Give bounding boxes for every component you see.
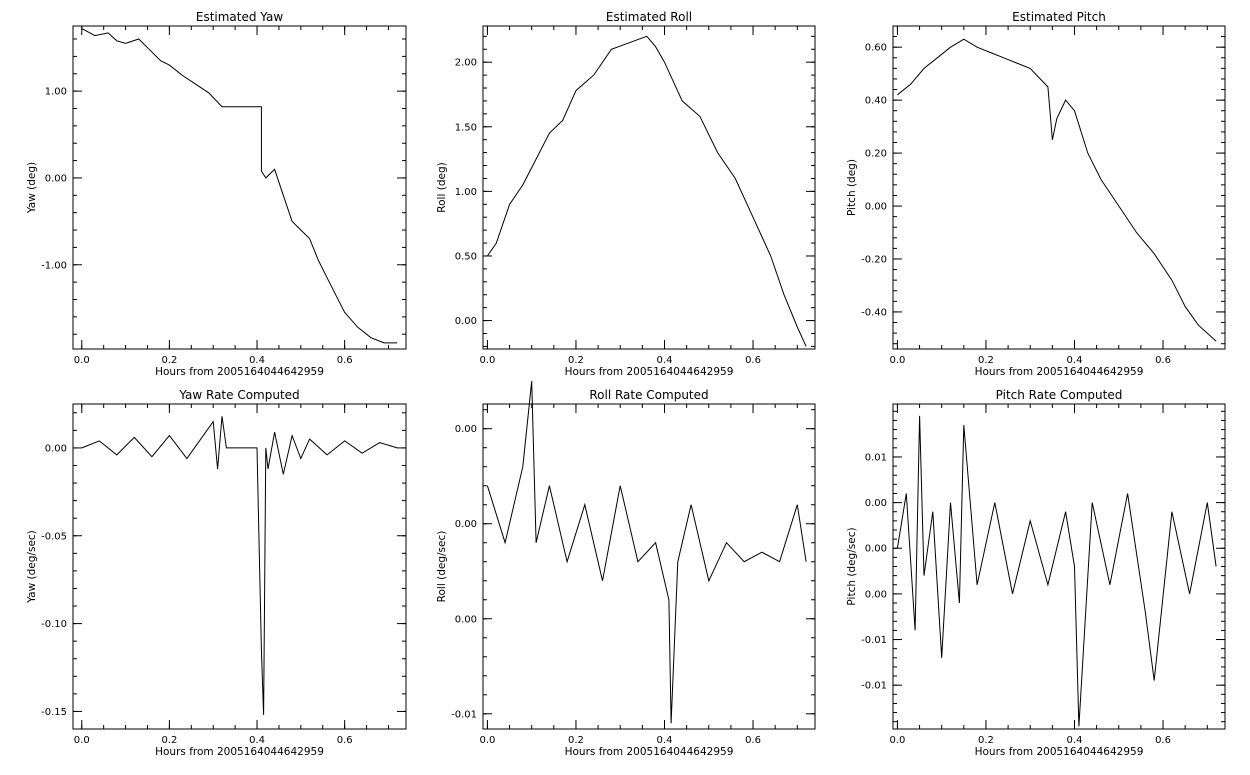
series-line <box>81 28 398 344</box>
y-tick-label: 0.00 <box>865 544 887 555</box>
y-tick-label: -0.05 <box>41 531 67 542</box>
y-tick-label: 0.00 <box>455 519 477 530</box>
chart-title: Pitch Rate Computed <box>996 388 1123 402</box>
x-tick-label: 0.0 <box>889 355 905 366</box>
y-axis-label: Pitch (deg/sec) <box>846 527 858 605</box>
y-tick-label: -0.40 <box>861 307 887 318</box>
y-tick-label: 0.20 <box>865 149 887 160</box>
chart-title: Yaw Rate Computed <box>178 388 299 402</box>
y-tick-label: -0.20 <box>861 254 887 265</box>
x-tick-label: 0.2 <box>568 355 584 366</box>
y-tick-label: 1.50 <box>455 122 477 133</box>
y-tick-label: 1.00 <box>455 187 477 198</box>
plot-frame <box>72 25 407 350</box>
plot-frame <box>482 25 816 350</box>
y-axis-label: Roll (deg/sec) <box>436 531 448 603</box>
y-tick-label: 0.00 <box>865 589 887 600</box>
panel-roll-rate-computed: 0.0 0.2 0.4 0.6 0.00 0.00 0.00 -0.01 Roll Rate C… <box>436 381 816 758</box>
x-tick-label: 0.2 <box>568 735 584 746</box>
y-tick-label: 0.00 <box>45 443 67 454</box>
x-axis-label: Hours from 2005164044642959 <box>975 366 1144 378</box>
plot-frame <box>72 403 407 730</box>
x-tick-label: 0.6 <box>1155 735 1171 746</box>
x-tick-label: 0.4 <box>657 355 673 366</box>
x-tick-label: 0.2 <box>978 355 994 366</box>
plot-frame <box>482 403 816 730</box>
series-line <box>897 38 1217 342</box>
y-tick-label: -0.15 <box>41 707 67 718</box>
x-tick-label: 0.0 <box>889 735 905 746</box>
plot-frame <box>892 403 1226 730</box>
x-axis-label: Hours from 2005164044642959 <box>975 746 1144 758</box>
x-tick-label: 0.2 <box>161 355 177 366</box>
y-tick-label: 0.40 <box>865 96 887 107</box>
y-tick-label: 0.50 <box>455 251 477 262</box>
x-axis-label: Hours from 2005164044642959 <box>155 366 324 378</box>
x-tick-label: 0.0 <box>479 735 495 746</box>
y-tick-label: 0.01 <box>865 452 887 463</box>
series-line <box>81 416 398 715</box>
panel-pitch-rate-computed: 0.0 0.2 0.4 0.6 0.01 0.00 0.00 0.00 -0.01 -0.01 Pi… <box>846 388 1226 758</box>
x-tick-label: 0.4 <box>1067 355 1083 366</box>
x-tick-label: 0.0 <box>74 735 90 746</box>
y-tick-label: 0.00 <box>45 173 67 184</box>
x-tick-label: 0.6 <box>745 355 761 366</box>
panel-estimated-pitch: 0.0 0.2 0.4 0.6 0.60 0.40 0.20 0.00 -0.20 -0.40 Es… <box>846 10 1226 378</box>
series-line <box>896 415 1217 727</box>
x-tick-label: 0.2 <box>978 735 994 746</box>
y-tick-label: 0.00 <box>865 498 887 509</box>
series-line <box>486 35 807 347</box>
panel-estimated-roll: 0.0 0.2 0.4 0.6 2.00 1.50 1.00 0.50 0.00 Estimate… <box>436 10 816 378</box>
x-axis-label: Hours from 2005164044642959 <box>155 746 324 758</box>
chart-title: Roll Rate Computed <box>589 388 708 402</box>
x-tick-label: 0.6 <box>337 355 353 366</box>
x-axis-label: Hours from 2005164044642959 <box>565 366 734 378</box>
x-tick-label: 0.0 <box>74 355 90 366</box>
y-tick-label: -0.10 <box>41 619 67 630</box>
y-tick-label: -1.00 <box>41 260 67 271</box>
y-tick-label: 0.00 <box>455 316 477 327</box>
x-tick-label: 0.2 <box>161 735 177 746</box>
y-axis-label: Yaw (deg/sec) <box>26 530 38 604</box>
plot-frame <box>892 25 1226 350</box>
y-tick-label: 0.00 <box>455 424 477 435</box>
x-tick-label: 0.4 <box>1067 735 1083 746</box>
chart-title: Estimated Yaw <box>196 10 283 24</box>
x-tick-label: 0.6 <box>1155 355 1171 366</box>
y-tick-label: 0.00 <box>455 614 477 625</box>
y-axis-label: Yaw (deg) <box>26 162 38 214</box>
x-tick-label: 0.4 <box>249 735 265 746</box>
x-tick-label: 0.4 <box>657 735 673 746</box>
y-tick-label: 2.00 <box>455 58 477 69</box>
x-tick-label: 0.0 <box>479 355 495 366</box>
y-tick-label: -0.01 <box>861 635 887 646</box>
series-line <box>486 381 807 724</box>
y-tick-label: -0.01 <box>861 681 887 692</box>
y-axis-label: Roll (deg) <box>436 162 448 212</box>
panel-yaw-rate-computed: 0.0 0.2 0.4 0.6 0.00 -0.05 -0.10 -0.15 Yaw Rate … <box>26 388 407 758</box>
y-tick-label: 1.00 <box>45 87 67 98</box>
y-axis-label: Pitch (deg) <box>846 159 858 216</box>
y-tick-label: 0.00 <box>865 202 887 213</box>
x-tick-label: 0.4 <box>249 355 265 366</box>
chart-title: Estimated Pitch <box>1012 10 1106 24</box>
x-axis-label: Hours from 2005164044642959 <box>565 746 734 758</box>
x-tick-label: 0.6 <box>337 735 353 746</box>
x-tick-label: 0.6 <box>745 735 761 746</box>
chart-title: Estimated Roll <box>606 10 692 24</box>
panel-estimated-yaw: 0.0 0.2 0.4 0.6 1.00 0.00 -1.00 Estimated Yaw Ho… <box>26 10 407 378</box>
y-tick-label: 0.60 <box>865 43 887 54</box>
y-tick-label: -0.01 <box>451 709 477 720</box>
